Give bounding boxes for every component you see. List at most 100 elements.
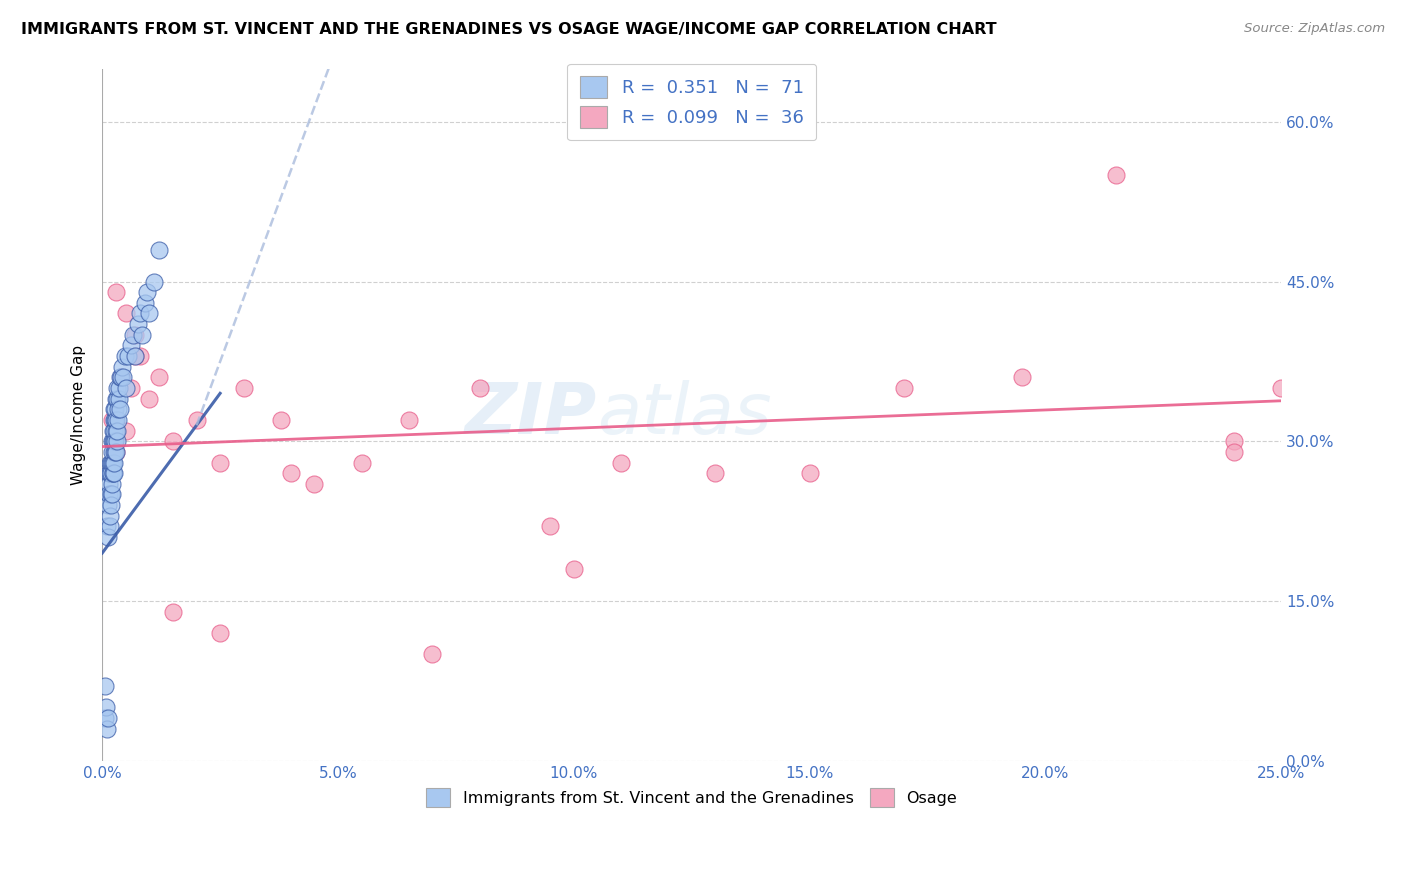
- Point: [110, 370, 132, 384]
- Point: [1223, 445, 1246, 459]
- Point: [127, 317, 149, 331]
- Point: [232, 381, 254, 395]
- Point: [98, 508, 121, 523]
- Point: [98, 476, 121, 491]
- Point: [105, 285, 128, 300]
- Point: [100, 487, 122, 501]
- Point: [111, 359, 134, 374]
- Point: [93, 711, 115, 725]
- Point: [704, 466, 727, 480]
- Point: [107, 392, 129, 406]
- Point: [143, 275, 166, 289]
- Point: [1105, 168, 1128, 182]
- Point: [103, 445, 125, 459]
- Point: [104, 424, 127, 438]
- Point: [100, 413, 122, 427]
- Point: [101, 424, 124, 438]
- Point: [101, 434, 124, 449]
- Point: [893, 381, 915, 395]
- Point: [114, 349, 136, 363]
- Point: [103, 413, 125, 427]
- Point: [107, 413, 129, 427]
- Text: Source: ZipAtlas.com: Source: ZipAtlas.com: [1244, 22, 1385, 36]
- Point: [93, 679, 115, 693]
- Point: [114, 424, 136, 438]
- Point: [124, 349, 146, 363]
- Point: [97, 711, 120, 725]
- Point: [100, 434, 122, 449]
- Point: [117, 349, 139, 363]
- Point: [104, 434, 127, 449]
- Point: [398, 413, 420, 427]
- Y-axis label: Wage/Income Gap: Wage/Income Gap: [72, 344, 86, 484]
- Point: [1223, 434, 1246, 449]
- Point: [114, 381, 136, 395]
- Point: [124, 327, 146, 342]
- Point: [105, 392, 128, 406]
- Point: [101, 476, 124, 491]
- Point: [101, 456, 124, 470]
- Point: [538, 519, 561, 533]
- Point: [120, 338, 142, 352]
- Point: [107, 402, 129, 417]
- Point: [186, 413, 208, 427]
- Point: [108, 402, 131, 417]
- Text: ZIP: ZIP: [465, 380, 598, 450]
- Point: [468, 381, 491, 395]
- Point: [104, 392, 127, 406]
- Point: [304, 476, 326, 491]
- Point: [100, 466, 122, 480]
- Point: [562, 562, 585, 576]
- Point: [97, 498, 120, 512]
- Point: [270, 413, 292, 427]
- Point: [100, 456, 122, 470]
- Point: [104, 413, 127, 427]
- Point: [103, 434, 125, 449]
- Point: [98, 466, 121, 480]
- Point: [103, 402, 125, 417]
- Point: [104, 402, 127, 417]
- Point: [101, 466, 124, 480]
- Point: [422, 647, 444, 661]
- Point: [114, 306, 136, 320]
- Point: [105, 445, 128, 459]
- Point: [129, 306, 152, 320]
- Point: [108, 370, 131, 384]
- Point: [148, 243, 170, 257]
- Point: [209, 456, 232, 470]
- Point: [1270, 381, 1292, 395]
- Point: [110, 370, 132, 384]
- Point: [100, 498, 122, 512]
- Point: [799, 466, 821, 480]
- Point: [350, 456, 373, 470]
- Point: [103, 466, 125, 480]
- Point: [105, 424, 128, 438]
- Point: [103, 456, 125, 470]
- Point: [105, 381, 128, 395]
- Point: [97, 530, 120, 544]
- Point: [105, 445, 128, 459]
- Point: [105, 434, 128, 449]
- Point: [100, 456, 122, 470]
- Point: [98, 466, 121, 480]
- Point: [112, 370, 135, 384]
- Point: [101, 445, 124, 459]
- Point: [280, 466, 302, 480]
- Point: [136, 285, 159, 300]
- Point: [134, 295, 156, 310]
- Point: [122, 327, 145, 342]
- Point: [98, 456, 121, 470]
- Point: [610, 456, 633, 470]
- Point: [108, 381, 131, 395]
- Point: [162, 434, 184, 449]
- Point: [101, 466, 124, 480]
- Point: [94, 700, 117, 714]
- Point: [96, 519, 118, 533]
- Point: [162, 605, 184, 619]
- Point: [124, 349, 146, 363]
- Point: [209, 626, 232, 640]
- Point: [105, 413, 128, 427]
- Point: [98, 487, 121, 501]
- Point: [131, 327, 153, 342]
- Point: [104, 445, 127, 459]
